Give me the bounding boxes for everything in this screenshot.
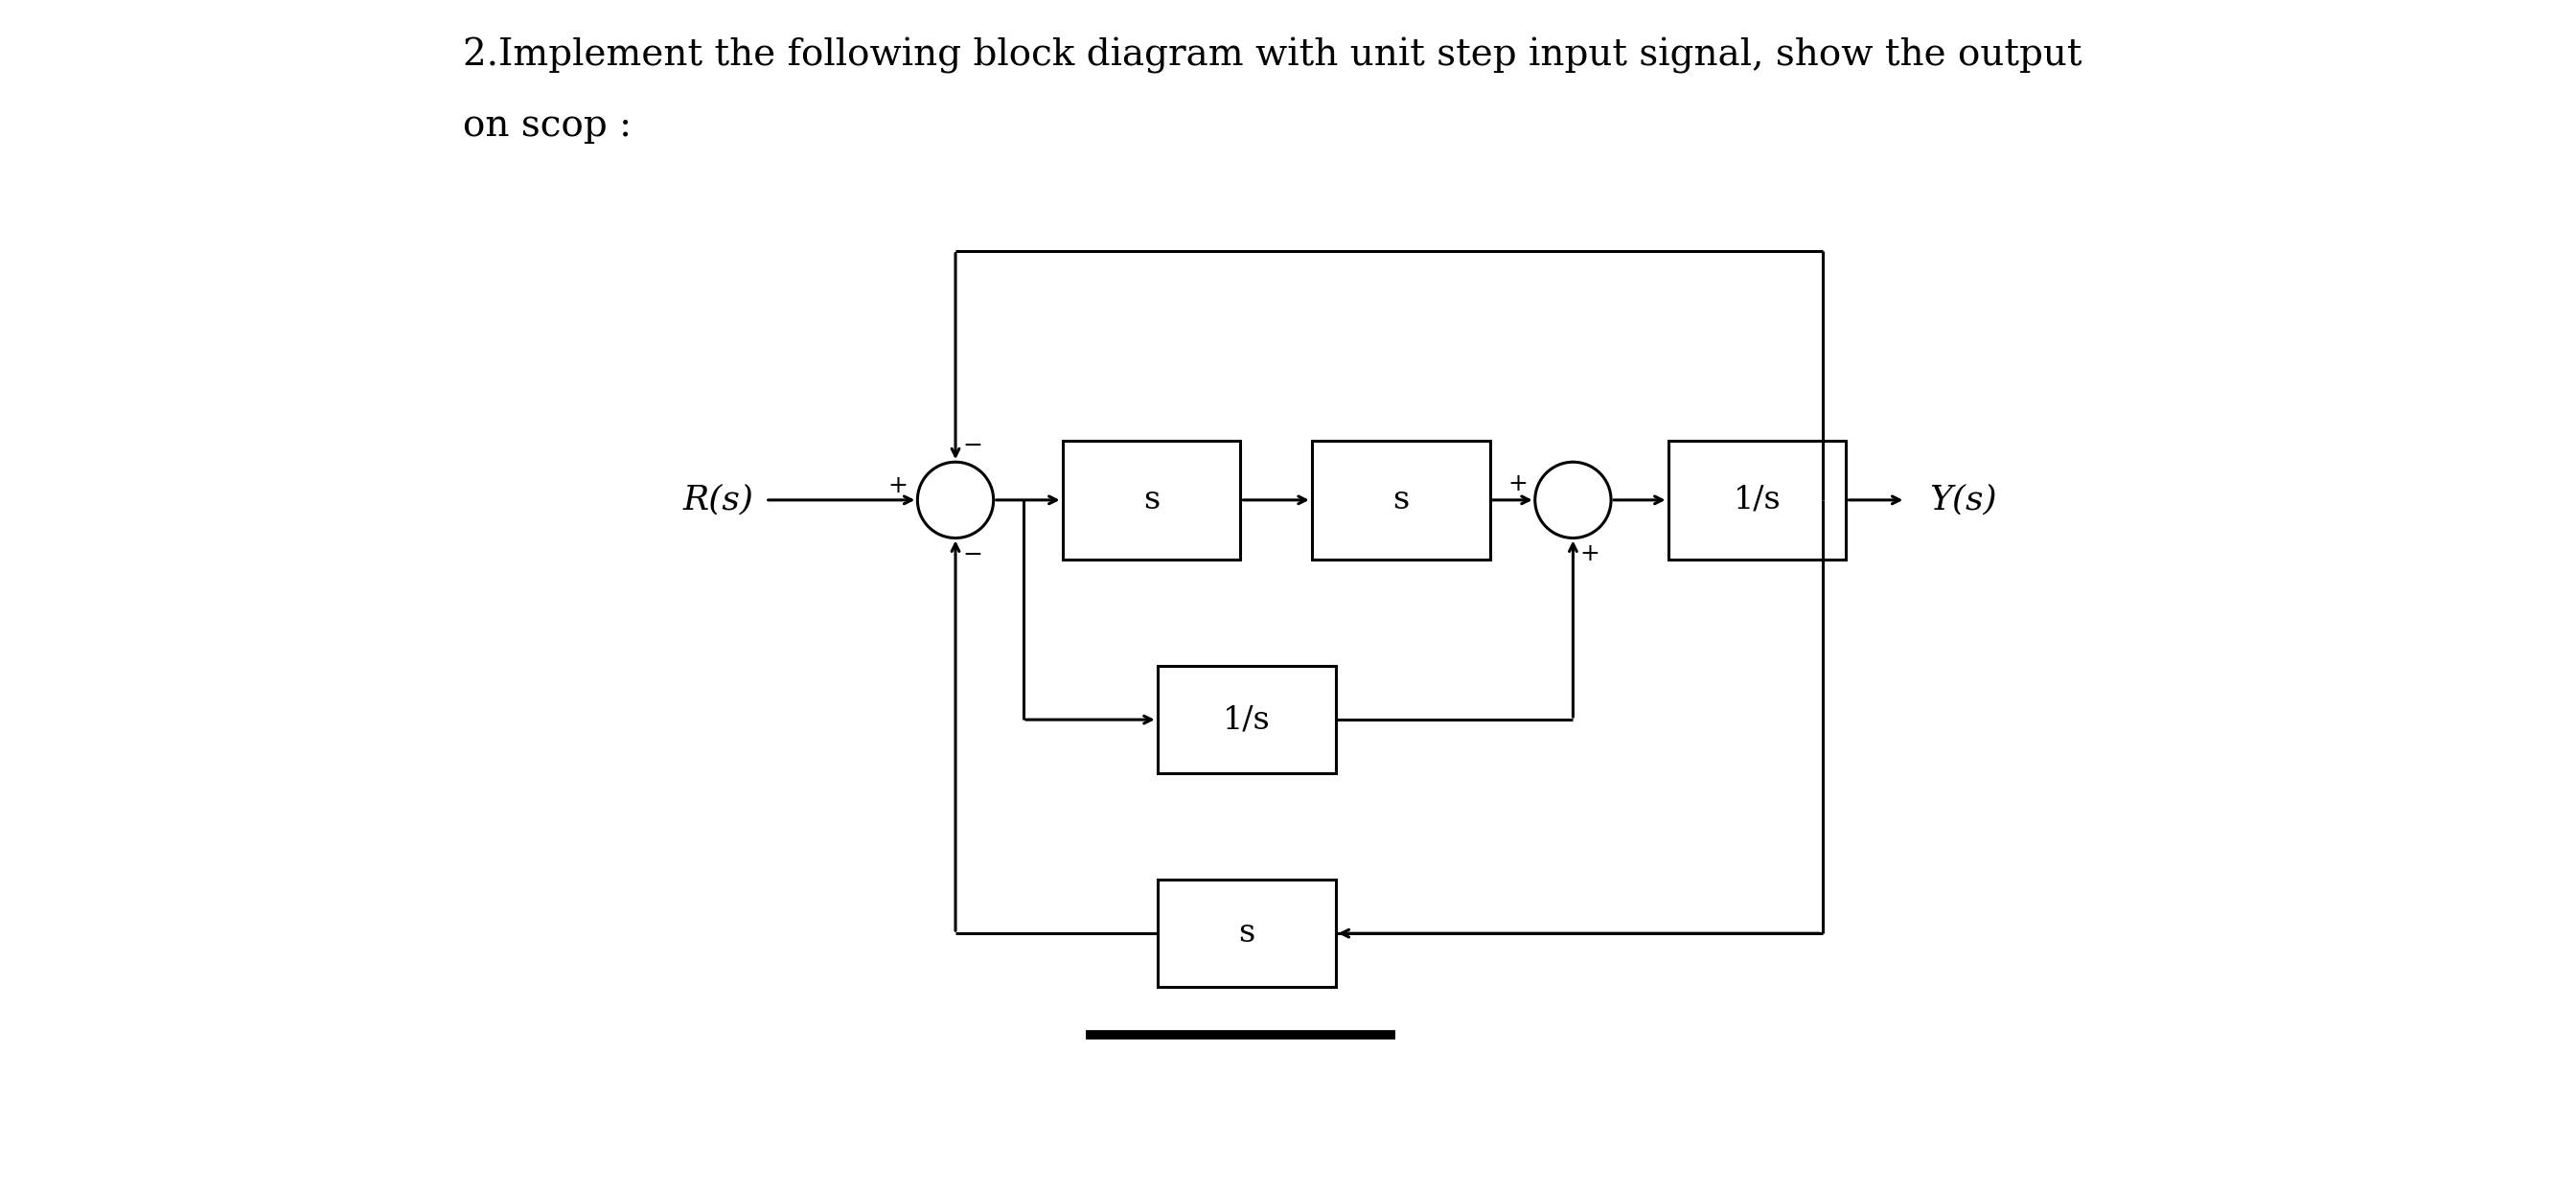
Text: −: − [963,543,981,565]
Bar [1311,440,1489,559]
Text: 2.Implement the following block diagram with unit step input signal, show the ou: 2.Implement the following block diagram … [464,37,2081,74]
Bar [1157,879,1334,987]
Bar [1157,666,1334,774]
Text: +: + [1579,543,1600,565]
Text: −: − [963,434,981,457]
Text: +: + [1507,472,1528,495]
Text: on scop :: on scop : [464,108,631,144]
Text: 1/s: 1/s [1224,704,1270,735]
Text: +: + [889,475,907,497]
Text: Y(s): Y(s) [1929,483,1996,516]
Text: s: s [1394,484,1409,515]
Text: R(s): R(s) [683,483,755,516]
Bar [1669,440,1847,559]
Bar [1061,440,1242,559]
Text: s: s [1144,484,1159,515]
Text: 1/s: 1/s [1734,484,1780,515]
Text: s: s [1239,917,1255,948]
